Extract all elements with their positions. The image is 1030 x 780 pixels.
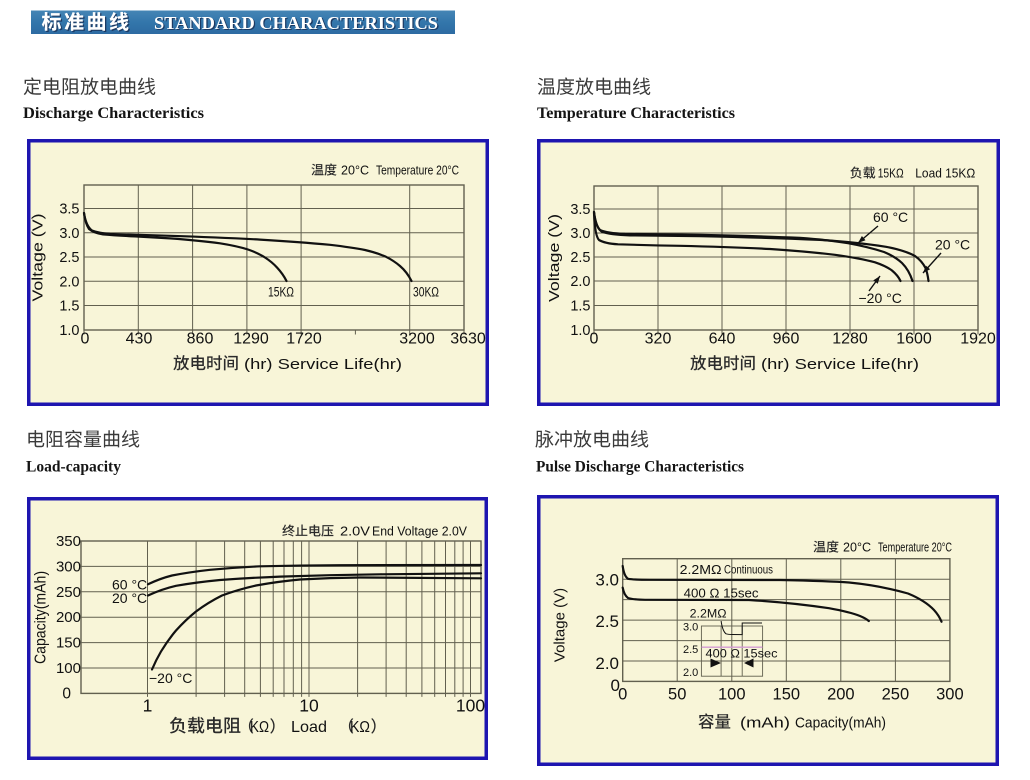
svg-text:2.2MΩ: 2.2MΩ xyxy=(690,607,727,621)
svg-text:250: 250 xyxy=(882,686,910,704)
svg-text:(hr) Service Life(hr): (hr) Service Life(hr) xyxy=(761,356,919,373)
svg-text:1920: 1920 xyxy=(960,331,996,348)
svg-text:200: 200 xyxy=(827,686,855,704)
svg-text:20 °C: 20 °C xyxy=(935,237,970,253)
svg-text:Continuous: Continuous xyxy=(724,563,773,577)
svg-text:Voltage (V): Voltage (V) xyxy=(552,588,569,662)
svg-text:Load-capacity: Load-capacity xyxy=(26,459,121,476)
svg-text:0: 0 xyxy=(590,331,599,348)
svg-text:STANDARD CHARACTERISTICS: STANDARD CHARACTERISTICS xyxy=(155,14,439,34)
svg-text:200: 200 xyxy=(56,609,81,626)
svg-text:300: 300 xyxy=(936,686,964,704)
svg-text:KΩ: KΩ xyxy=(250,719,269,736)
svg-text:2.5: 2.5 xyxy=(59,250,79,266)
svg-text:(mAh): (mAh) xyxy=(740,715,790,732)
svg-text:3.5: 3.5 xyxy=(59,202,79,218)
svg-text:350: 350 xyxy=(56,533,81,550)
svg-text:0: 0 xyxy=(62,686,71,703)
svg-text:3.0: 3.0 xyxy=(595,570,619,589)
svg-text:0: 0 xyxy=(618,686,627,704)
svg-text:2.0V: 2.0V xyxy=(340,524,370,539)
svg-text:20°C: 20°C xyxy=(341,163,369,178)
svg-text:100: 100 xyxy=(718,686,746,704)
svg-text:3.5: 3.5 xyxy=(570,202,590,218)
svg-text:1290: 1290 xyxy=(233,331,269,348)
svg-text:3.0: 3.0 xyxy=(59,226,79,242)
svg-text:320: 320 xyxy=(645,331,672,348)
svg-text:0: 0 xyxy=(81,331,90,348)
svg-text:400 Ω 15sec: 400 Ω 15sec xyxy=(684,587,759,601)
svg-text:400 Ω 15sec: 400 Ω 15sec xyxy=(706,646,778,660)
svg-text:1280: 1280 xyxy=(832,331,868,348)
svg-text:50: 50 xyxy=(668,686,686,704)
svg-text:640: 640 xyxy=(709,331,736,348)
svg-text:Temperature 20°C: Temperature 20°C xyxy=(878,541,952,555)
svg-text:15KΩ: 15KΩ xyxy=(268,285,294,300)
svg-text:3.0: 3.0 xyxy=(570,226,590,242)
svg-text:1: 1 xyxy=(143,696,153,716)
svg-text:3.0: 3.0 xyxy=(683,622,698,634)
svg-text:2.0: 2.0 xyxy=(59,274,79,290)
svg-text:250: 250 xyxy=(56,584,81,601)
svg-text:Temperature Characteristics: Temperature Characteristics xyxy=(537,105,735,122)
svg-text:1.5: 1.5 xyxy=(59,299,79,315)
svg-text:Load: Load xyxy=(291,719,327,736)
svg-text:1600: 1600 xyxy=(896,331,932,348)
svg-text:−20 °C: −20 °C xyxy=(149,670,192,686)
svg-text:2.0: 2.0 xyxy=(595,654,619,673)
svg-text:Capacity(mAh): Capacity(mAh) xyxy=(795,715,886,732)
svg-text:2.2MΩ: 2.2MΩ xyxy=(680,563,722,577)
svg-text:20 °C: 20 °C xyxy=(112,590,147,606)
svg-text:100: 100 xyxy=(456,696,485,716)
svg-text:2.0: 2.0 xyxy=(683,667,698,679)
svg-text:Voltage (V): Voltage (V) xyxy=(546,214,563,302)
svg-text:End Voltage 2.0V: End Voltage 2.0V xyxy=(372,524,467,539)
svg-text:1.0: 1.0 xyxy=(570,323,590,339)
svg-text:Pulse Discharge Characteristic: Pulse Discharge Characteristics xyxy=(536,459,744,476)
svg-text:3630: 3630 xyxy=(450,331,486,348)
svg-text:Load 15KΩ: Load 15KΩ xyxy=(915,167,975,181)
svg-text:1720: 1720 xyxy=(286,331,322,348)
svg-text:10: 10 xyxy=(299,696,319,716)
svg-text:60 °C: 60 °C xyxy=(873,209,908,225)
svg-text:Voltage (V): Voltage (V) xyxy=(30,214,47,302)
svg-text:0: 0 xyxy=(611,676,620,695)
svg-text:15KΩ: 15KΩ xyxy=(878,166,904,181)
svg-text:30KΩ: 30KΩ xyxy=(413,285,439,300)
svg-text:Temperature 20°C: Temperature 20°C xyxy=(376,164,459,178)
svg-text:2.5: 2.5 xyxy=(683,644,698,656)
svg-text:300: 300 xyxy=(56,558,81,575)
svg-text:1.5: 1.5 xyxy=(570,299,590,315)
svg-text:2.5: 2.5 xyxy=(570,250,590,266)
svg-text:KΩ: KΩ xyxy=(350,719,370,736)
svg-text:(hr) Service Life(hr): (hr) Service Life(hr) xyxy=(244,356,402,373)
svg-text:1.0: 1.0 xyxy=(59,323,79,339)
svg-text:2.0: 2.0 xyxy=(570,274,590,290)
svg-text:150: 150 xyxy=(773,686,801,704)
svg-text:3200: 3200 xyxy=(399,331,435,348)
svg-text:20°C: 20°C xyxy=(843,540,871,555)
svg-text:60 °C: 60 °C xyxy=(112,577,147,593)
svg-text:Capacity(mAh): Capacity(mAh) xyxy=(33,571,50,664)
svg-text:960: 960 xyxy=(773,331,800,348)
svg-text:STANDARD CHARACTERISTICS: STANDARD CHARACTERISTICS xyxy=(154,13,438,33)
svg-text:100: 100 xyxy=(56,660,81,677)
svg-text:430: 430 xyxy=(126,331,153,348)
svg-text:2.5: 2.5 xyxy=(595,612,619,631)
svg-text:−20 °C: −20 °C xyxy=(859,290,902,306)
svg-text:150: 150 xyxy=(56,635,81,652)
svg-text:Discharge Characteristics: Discharge Characteristics xyxy=(23,105,204,122)
svg-text:860: 860 xyxy=(187,331,214,348)
